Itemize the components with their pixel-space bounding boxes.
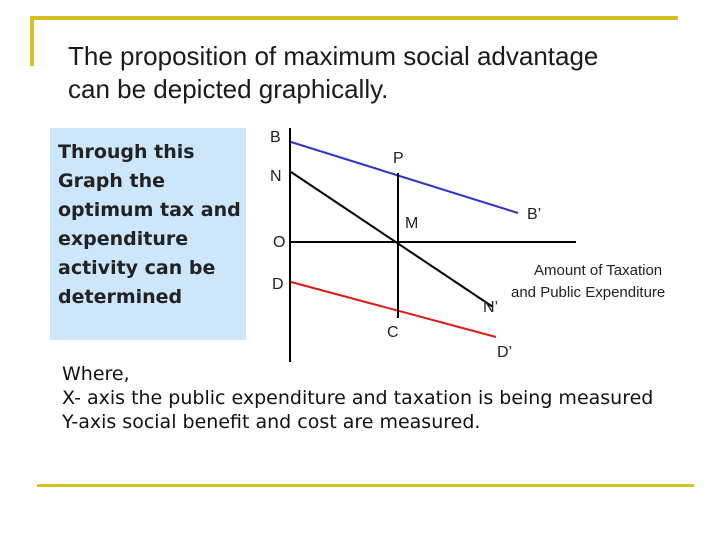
- label-D: D: [272, 276, 284, 293]
- label-N-prime: N’: [483, 299, 498, 316]
- top-rule: [30, 16, 678, 20]
- net-advantage-curve: [290, 171, 494, 308]
- benefit-curve: [290, 141, 519, 214]
- label-N: N: [270, 168, 282, 185]
- cost-curve: [290, 281, 497, 338]
- label-B: B: [270, 129, 281, 146]
- title-line-1: The proposition of maximum social advant…: [68, 41, 599, 71]
- left-rule: [30, 16, 34, 66]
- slide-title: The proposition of maximum social advant…: [68, 40, 688, 106]
- info-box: Through this Graph the optimum tax and e…: [50, 128, 246, 340]
- x-axis-label-line-2: and Public Expenditure: [511, 284, 665, 301]
- info-box-text: Through this Graph the optimum tax and e…: [58, 141, 241, 308]
- where-heading: Where,: [62, 363, 130, 385]
- label-M: M: [405, 215, 418, 232]
- label-P: P: [393, 150, 404, 167]
- label-B-prime: B’: [527, 206, 541, 223]
- title-line-2: can be depicted graphically.: [68, 74, 389, 104]
- label-D-prime: D’: [497, 344, 512, 361]
- bottom-rule: [37, 484, 694, 487]
- label-C: C: [387, 324, 399, 341]
- where-y-axis: Y-axis social benefit and cost are measu…: [62, 411, 481, 433]
- label-O: O: [273, 234, 285, 251]
- where-x-axis: X- axis the public expenditure and taxat…: [62, 387, 654, 409]
- x-axis-label-line-1: Amount of Taxation: [534, 262, 662, 279]
- where-explanation: Where, X- axis the public expenditure an…: [62, 362, 672, 434]
